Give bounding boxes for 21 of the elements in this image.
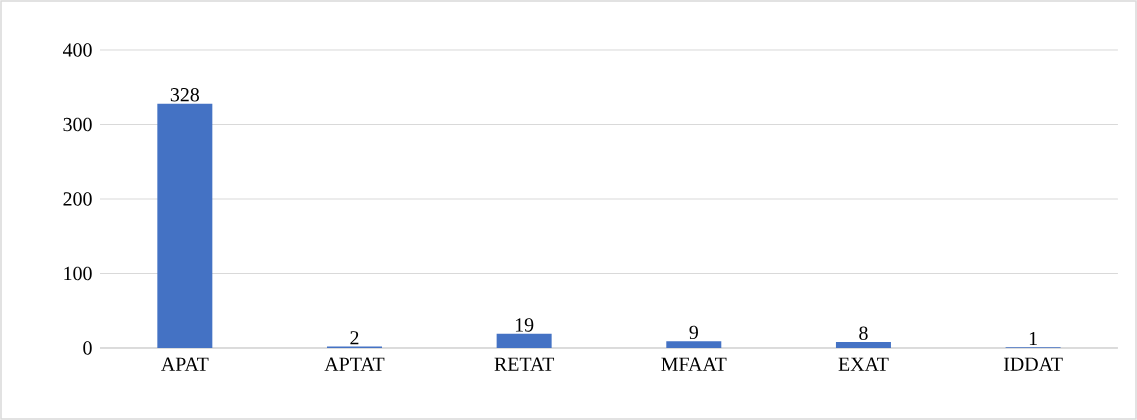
x-tick-label: EXAT [838, 357, 889, 371]
bar [666, 341, 722, 348]
y-tick-label: 0 [83, 341, 92, 355]
x-tick-label: APTAT [324, 357, 385, 371]
x-tick-label: RETAT [494, 357, 555, 371]
data-label: 328 [170, 88, 200, 102]
x-tick-label: MFAAT [661, 357, 727, 371]
data-label: 19 [515, 318, 534, 332]
y-tick-label: 100 [64, 266, 92, 281]
bar [835, 342, 891, 348]
data-label: 8 [859, 326, 868, 340]
data-label: 9 [689, 325, 698, 340]
y-tick-label: 200 [63, 192, 92, 206]
bar [157, 103, 213, 348]
x-tick-label: APAT [161, 357, 209, 371]
y-tick-label: 300 [63, 117, 92, 132]
x-tick-label: IDDAT [1003, 357, 1063, 371]
data-label: 2 [350, 331, 359, 345]
data-label: 1 [1029, 331, 1037, 346]
y-tick-label: 400 [62, 43, 92, 57]
bar [496, 333, 552, 348]
